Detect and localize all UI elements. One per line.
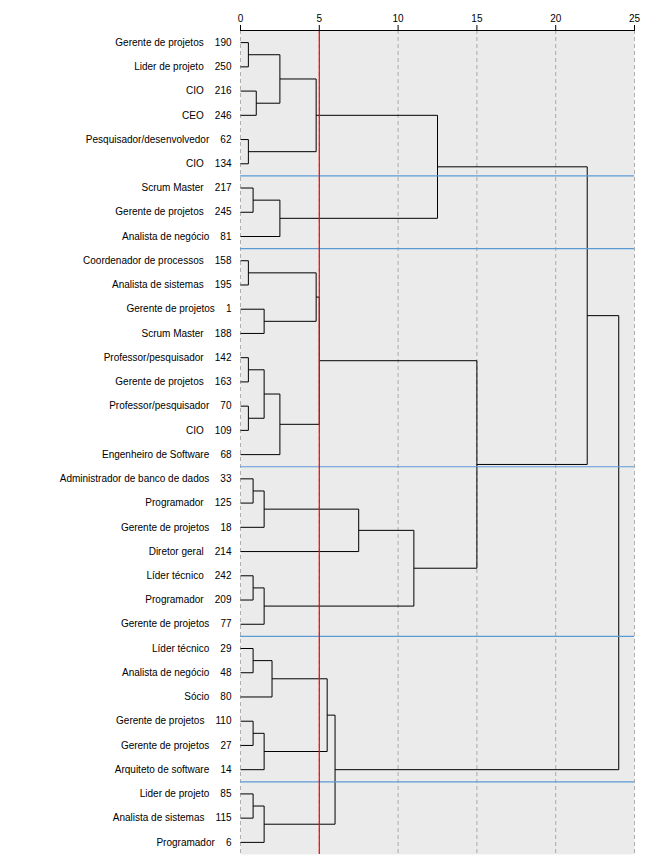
svg-text:Líder técnico 29: Líder técnico 29 <box>152 643 232 654</box>
svg-text:Gerente de projetos 18: Gerente de projetos 18 <box>121 522 232 533</box>
svg-text:Sócio 80: Sócio 80 <box>184 691 232 702</box>
svg-text:20: 20 <box>550 13 562 24</box>
svg-text:CIO 109: CIO 109 <box>186 425 232 436</box>
svg-text:Scrum Master 217: Scrum Master 217 <box>141 182 231 193</box>
svg-text:Líder técnico 242: Líder técnico 242 <box>146 570 231 581</box>
svg-text:5: 5 <box>317 13 323 24</box>
svg-text:15: 15 <box>471 13 483 24</box>
svg-text:Analista de negócio 48: Analista de negócio 48 <box>122 667 232 678</box>
svg-text:Gerente de projetos 27: Gerente de projetos 27 <box>121 740 232 751</box>
svg-text:10: 10 <box>393 13 405 24</box>
svg-text:Programador 6: Programador 6 <box>156 837 231 848</box>
svg-text:Diretor geral 214: Diretor geral 214 <box>149 546 232 557</box>
svg-text:Arquiteto de software 14: Arquiteto de software 14 <box>115 764 232 775</box>
svg-text:CEO 246: CEO 246 <box>182 110 232 121</box>
svg-text:CIO 134: CIO 134 <box>186 158 232 169</box>
svg-text:Lider de projeto 250: Lider de projeto 250 <box>134 61 232 72</box>
svg-text:Analista de sistemas 115: Analista de sistemas 115 <box>113 812 232 823</box>
svg-text:Gerente de projetos 245: Gerente de projetos 245 <box>115 206 232 217</box>
svg-text:Lider de projeto 85: Lider de projeto 85 <box>140 788 232 799</box>
svg-text:Engenheiro de Software 68: Engenheiro de Software 68 <box>102 449 232 460</box>
svg-text:Gerente de projetos 110: Gerente de projetos 110 <box>116 715 232 726</box>
svg-text:Administrador de banco de dado: Administrador de banco de dados 33 <box>60 473 232 484</box>
svg-text:CIO 216: CIO 216 <box>186 85 232 96</box>
svg-text:Programador 125: Programador 125 <box>145 497 232 508</box>
svg-text:0: 0 <box>238 13 244 24</box>
svg-text:Coordenador de processos 15: Coordenador de processos 158 <box>83 255 232 266</box>
svg-text:Gerente de projetos 1: Gerente de projetos 1 <box>126 303 232 314</box>
svg-text:Professor/pesquisador 142: Professor/pesquisador 142 <box>104 352 232 363</box>
svg-text:Programador 209: Programador 209 <box>145 594 232 605</box>
svg-text:Gerente de projetos 190: Gerente de projetos 190 <box>115 37 232 48</box>
svg-text:Gerente de projetos 77: Gerente de projetos 77 <box>121 618 232 629</box>
svg-text:Gerente de projetos 163: Gerente de projetos 163 <box>115 376 232 387</box>
svg-text:Analista de sistemas 195: Analista de sistemas 195 <box>112 279 232 290</box>
svg-text:Professor/pesquisador 70: Professor/pesquisador 70 <box>109 400 232 411</box>
svg-text:Analista de negócio 81: Analista de negócio 81 <box>122 231 232 242</box>
svg-text:Pesquisador/desenvolvedor 6: Pesquisador/desenvolvedor 62 <box>86 134 232 145</box>
svg-text:25: 25 <box>629 13 641 24</box>
svg-text:Scrum Master 188: Scrum Master 188 <box>141 328 231 339</box>
